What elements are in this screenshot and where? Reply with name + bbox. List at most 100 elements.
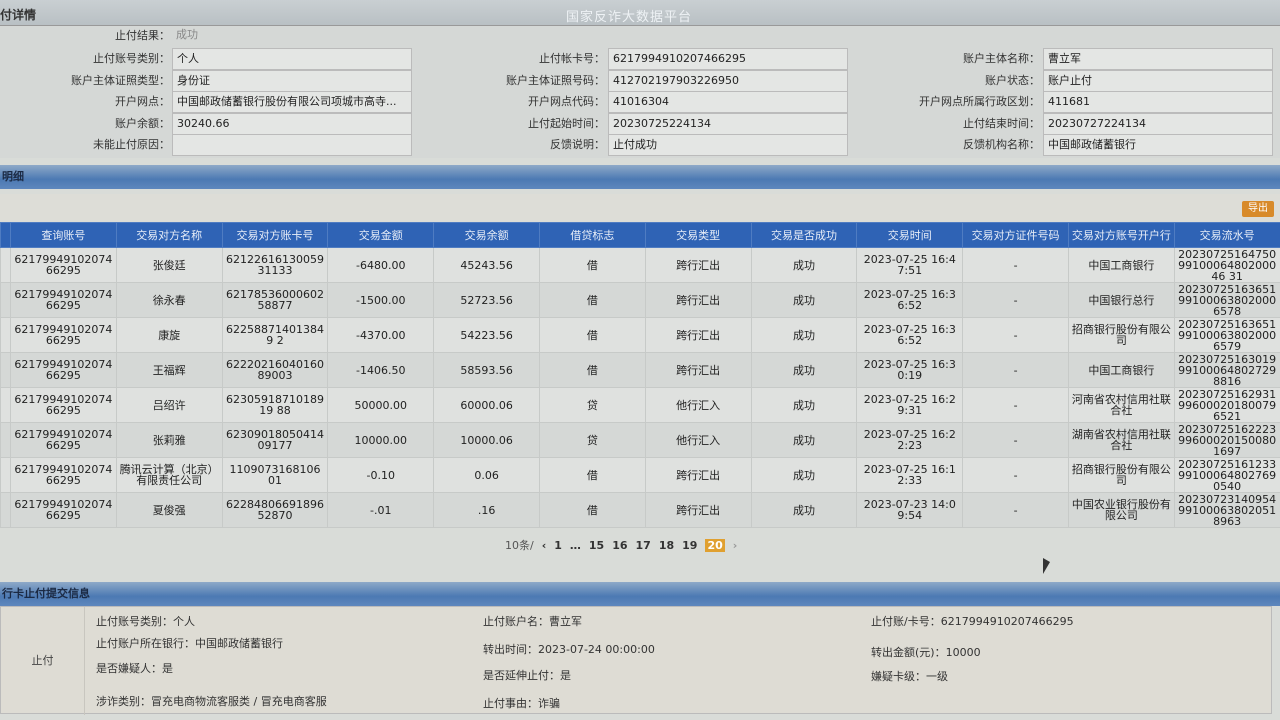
page-button[interactable]: 19: [682, 538, 698, 552]
submit-info-item: 是否延伸止付：是: [483, 669, 571, 682]
column-header[interactable]: 交易是否成功: [750, 222, 858, 248]
table-cell: 0.06: [433, 457, 540, 493]
table-cell: 徐永春: [115, 282, 223, 318]
page-button[interactable]: 15: [588, 538, 605, 552]
info-value: [172, 134, 412, 156]
table-cell: 2023-07-25 16:36:52: [856, 282, 964, 318]
table-cell: 借: [538, 282, 646, 318]
table-cell: 6217994910207466295: [10, 457, 117, 493]
pagination: 10条/ ‹ 1 … 15 16 17 18 19 20 ›: [505, 537, 737, 553]
table-cell: 54223.56: [433, 317, 540, 353]
table-row[interactable]: 6217994910207466295 张莉雅 623090180504140917…: [0, 422, 1280, 458]
info-label: 账户状态：: [985, 73, 1040, 87]
table-cell: 2023072516123399100064802769 0540: [1173, 457, 1280, 493]
table-cell: 2023-07-25 16:29:31: [856, 387, 964, 423]
table-cell: 2023-07-25 16:30:19: [856, 352, 964, 388]
table-cell: 202307251647509910006480200046 31: [1173, 247, 1280, 283]
table-cell: 6217994910207466295: [10, 247, 117, 283]
column-header[interactable]: 查询账号: [10, 222, 117, 248]
table-cell: 2023-07-25 16:36:52: [856, 317, 964, 353]
column-header[interactable]: 交易时间: [856, 222, 964, 248]
info-label: 开户网点代码：: [528, 95, 605, 108]
page-button[interactable]: 18: [658, 538, 675, 552]
table-cell: 借: [538, 247, 646, 283]
export-button[interactable]: 导出: [1242, 201, 1274, 217]
table-cell: 10000.06: [433, 422, 540, 458]
title-bar: 付详情 国家反诈大数据平台: [0, 0, 1280, 26]
table-cell: -: [962, 422, 1069, 458]
table-row[interactable]: 6217994910207466295 吕绍许 6230591871018919 8…: [0, 387, 1280, 423]
info-label: 未能止付原因：: [93, 138, 170, 151]
info-value: 411681: [1043, 91, 1273, 113]
info-value: 20230725224134: [608, 112, 848, 135]
table-cell: 跨行汇出: [644, 317, 752, 353]
column-header[interactable]: 交易流水号: [1173, 222, 1280, 248]
column-header[interactable]: 交易对方账卡号: [221, 222, 329, 248]
table-cell: 2023-07-25 16:47:51: [856, 247, 964, 283]
info-label: 开户网点所属行政区划：: [919, 95, 1040, 108]
prev-page-button[interactable]: ‹: [541, 538, 547, 552]
table-row[interactable]: 6217994910207466295 康旋 622588714013849 2 -4…: [0, 317, 1280, 353]
table-row[interactable]: 6217994910207466295 张俊廷 621226161300593113…: [0, 247, 1280, 283]
submit-row-label: 止付: [1, 607, 85, 715]
info-value: 个人: [172, 48, 412, 70]
column-header[interactable]: 交易类型: [644, 222, 752, 248]
table-cell: 52723.56: [433, 282, 540, 318]
table-cell: 45243.56: [433, 247, 540, 283]
page-button[interactable]: 17: [635, 538, 651, 552]
table-cell: 60000.06: [433, 387, 540, 423]
table-cell: 中国工商银行: [1067, 247, 1175, 283]
mouse-cursor-icon: [1043, 558, 1050, 574]
platform-title: 国家反诈大数据平台: [566, 10, 693, 25]
table-cell: 他行汇入: [644, 387, 752, 423]
table-cell: 王福辉: [115, 352, 223, 388]
detail-section-header: 明细: [0, 165, 1280, 189]
table-cell: 2023072516293199600020180079 6521: [1173, 387, 1280, 423]
table-row[interactable]: 6217994910207466295 夏俊强 622848066918965287…: [0, 492, 1280, 528]
next-page-button[interactable]: ›: [732, 538, 738, 552]
info-value: 身份证: [172, 69, 412, 92]
table-cell: 6217994910207466295: [10, 282, 117, 318]
info-value: 账户止付: [1043, 69, 1273, 92]
column-header[interactable]: 借贷标志: [538, 222, 646, 248]
table-row[interactable]: 6217994910207466295 腾讯云计算（北京）有限责任公司 110907…: [0, 457, 1280, 493]
column-header[interactable]: [0, 222, 11, 248]
table-cell: 6217994910207466295: [10, 422, 117, 458]
info-label: 账户余额：: [115, 116, 170, 130]
info-label: 止付结束时间：: [963, 116, 1040, 130]
table-cell: 招商银行股份有限公司: [1067, 317, 1175, 353]
page-button[interactable]: 20: [705, 538, 725, 552]
table-cell: 成功: [750, 247, 858, 283]
column-header[interactable]: 交易对方账号开户行: [1067, 222, 1175, 248]
table-cell: 2023-07-25 16:12:33: [856, 457, 964, 493]
table-cell: 贷: [538, 422, 646, 458]
table-cell: -4370.00: [327, 317, 435, 353]
column-header[interactable]: 交易对方名称: [115, 222, 223, 248]
table-cell: [0, 422, 11, 458]
table-row[interactable]: 6217994910207466295 徐永春 621785360006025887…: [0, 282, 1280, 318]
page-button[interactable]: …: [569, 538, 581, 552]
page-button[interactable]: 16: [612, 538, 628, 552]
transaction-table: 查询账号 交易对方名称 交易对方账卡号 交易金额 交易余额 借贷标志 交易类型 交易是否成功交…: [0, 222, 1280, 528]
table-cell: 10000.00: [327, 422, 435, 458]
page-button[interactable]: 1: [554, 538, 562, 552]
table-cell: 张莉雅: [115, 422, 223, 458]
submit-info-item: 是否嫌疑人：是: [96, 662, 173, 675]
page-size-select[interactable]: 10条/: [505, 539, 534, 552]
table-cell: 跨行汇出: [644, 492, 752, 528]
info-label: 账户主体证照号码：: [506, 73, 605, 87]
table-cell: 吕绍许: [115, 387, 223, 423]
info-value: 412702197903226950: [608, 69, 848, 92]
info-value: 中国邮政储蓄银行股份有限公司项城市高寺...: [172, 91, 412, 113]
column-header[interactable]: 交易对方证件号码: [962, 222, 1069, 248]
column-header[interactable]: 交易金额: [327, 222, 435, 248]
table-cell: [0, 247, 11, 283]
table-cell: [0, 492, 11, 528]
table-cell: 2023072516365199100063802000 6579: [1173, 317, 1280, 353]
table-cell: 6217853600060258877: [221, 282, 329, 318]
table-cell: -: [962, 352, 1069, 388]
table-cell: [0, 387, 11, 423]
column-header[interactable]: 交易余额: [433, 222, 540, 248]
table-cell: 2023072516222399600020150080 1697: [1173, 422, 1280, 458]
table-row[interactable]: 6217994910207466295 王福辉 622202160401608900…: [0, 352, 1280, 388]
